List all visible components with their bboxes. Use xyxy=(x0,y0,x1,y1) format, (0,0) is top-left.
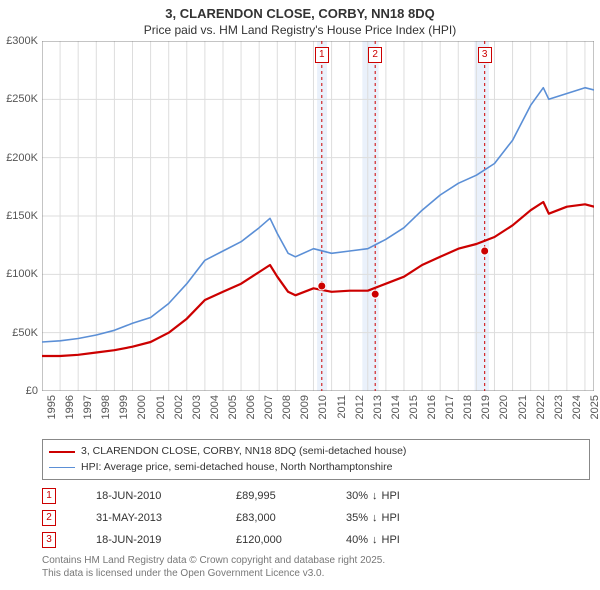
down-arrow-icon: ↓ xyxy=(372,490,378,502)
x-axis-tick: 2019 xyxy=(480,395,492,419)
legend-item: HPI: Average price, semi-detached house,… xyxy=(49,460,583,476)
x-axis-tick: 1998 xyxy=(100,395,112,419)
sale-price: £89,995 xyxy=(236,490,346,502)
sale-diff-suffix: HPI xyxy=(382,534,400,546)
sales-table: 1 18-JUN-2010£89,99530% ↓ HPI 2 31-MAY-2013£8… xyxy=(42,488,590,548)
x-axis-tick: 1995 xyxy=(46,395,58,419)
x-axis-tick: 1996 xyxy=(64,395,76,419)
x-axis-tick: 2025 xyxy=(589,395,600,419)
y-axis-tick: £50K xyxy=(0,327,38,339)
chart-container: 3, CLARENDON CLOSE, CORBY, NN18 8DQ Pric… xyxy=(0,0,600,590)
sale-diff: 30% ↓ HPI xyxy=(346,490,400,502)
x-axis-tick: 2021 xyxy=(517,395,529,419)
sale-diff-suffix: HPI xyxy=(382,512,400,524)
chart-svg xyxy=(42,41,594,391)
x-axis-tick: 2002 xyxy=(173,395,185,419)
x-axis-tick: 2003 xyxy=(191,395,203,419)
x-axis-tick: 2016 xyxy=(426,395,438,419)
legend-label: 3, CLARENDON CLOSE, CORBY, NN18 8DQ (sem… xyxy=(81,444,406,460)
x-axis-tick: 2012 xyxy=(354,395,366,419)
y-axis-tick: £200K xyxy=(0,152,38,164)
sale-diff: 40% ↓ HPI xyxy=(346,534,400,546)
x-axis-tick: 2001 xyxy=(155,395,167,419)
x-axis-tick: 2018 xyxy=(462,395,474,419)
y-axis-tick: £100K xyxy=(0,268,38,280)
y-axis-tick: £150K xyxy=(0,210,38,222)
x-axis-tick: 2017 xyxy=(444,395,456,419)
sale-index: 3 xyxy=(42,532,56,548)
sale-marker-label: 1 xyxy=(315,47,329,63)
x-axis-tick: 1997 xyxy=(82,395,94,419)
x-axis-tick: 2004 xyxy=(209,395,221,419)
legend-swatch xyxy=(49,451,75,453)
y-axis-tick: £300K xyxy=(0,35,38,47)
legend-label: HPI: Average price, semi-detached house,… xyxy=(81,460,392,476)
footer-attribution: Contains HM Land Registry data © Crown c… xyxy=(42,554,590,580)
sale-marker-label: 2 xyxy=(368,47,382,63)
sale-date: 18-JUN-2010 xyxy=(96,490,236,502)
chart-plot-area: £0£50K£100K£150K£200K£250K£300K199519961… xyxy=(42,41,594,391)
sale-index: 1 xyxy=(42,488,56,504)
legend-swatch xyxy=(49,467,75,468)
y-axis-tick: £250K xyxy=(0,93,38,105)
x-axis-tick: 2015 xyxy=(408,395,420,419)
x-axis-tick: 2014 xyxy=(390,395,402,419)
sale-date: 18-JUN-2019 xyxy=(96,534,236,546)
sale-index: 2 xyxy=(42,510,56,526)
sale-price: £120,000 xyxy=(236,534,346,546)
x-axis-tick: 2007 xyxy=(263,395,275,419)
x-axis-tick: 2011 xyxy=(336,395,348,419)
footer-line: Contains HM Land Registry data © Crown c… xyxy=(42,554,590,567)
x-axis-tick: 1999 xyxy=(118,395,130,419)
chart-subtitle: Price paid vs. HM Land Registry's House … xyxy=(0,23,600,41)
down-arrow-icon: ↓ xyxy=(372,534,378,546)
sale-marker-label: 3 xyxy=(478,47,492,63)
x-axis-tick: 2022 xyxy=(535,395,547,419)
y-axis-tick: £0 xyxy=(0,385,38,397)
x-axis-tick: 2006 xyxy=(245,395,257,419)
sale-diff-pct: 35% xyxy=(346,512,368,524)
sale-diff-suffix: HPI xyxy=(382,490,400,502)
sale-row: 1 18-JUN-2010£89,99530% ↓ HPI xyxy=(42,488,590,504)
x-axis-tick: 2008 xyxy=(281,395,293,419)
sale-row: 3 18-JUN-2019£120,00040% ↓ HPI xyxy=(42,532,590,548)
chart-title: 3, CLARENDON CLOSE, CORBY, NN18 8DQ xyxy=(0,0,600,23)
legend-item: 3, CLARENDON CLOSE, CORBY, NN18 8DQ (sem… xyxy=(49,444,583,460)
sale-diff-pct: 40% xyxy=(346,534,368,546)
footer-line: This data is licensed under the Open Gov… xyxy=(42,567,590,580)
x-axis-tick: 2024 xyxy=(571,395,583,419)
x-axis-tick: 2005 xyxy=(227,395,239,419)
down-arrow-icon: ↓ xyxy=(372,512,378,524)
x-axis-tick: 2013 xyxy=(372,395,384,419)
x-axis-tick: 2010 xyxy=(317,395,329,419)
x-axis-tick: 2009 xyxy=(299,395,311,419)
x-axis-tick: 2020 xyxy=(498,395,510,419)
sale-price: £83,000 xyxy=(236,512,346,524)
x-axis-tick: 2023 xyxy=(553,395,565,419)
sale-row: 2 31-MAY-2013£83,00035% ↓ HPI xyxy=(42,510,590,526)
sale-date: 31-MAY-2013 xyxy=(96,512,236,524)
sale-diff: 35% ↓ HPI xyxy=(346,512,400,524)
x-axis-tick: 2000 xyxy=(136,395,148,419)
sale-diff-pct: 30% xyxy=(346,490,368,502)
legend: 3, CLARENDON CLOSE, CORBY, NN18 8DQ (sem… xyxy=(42,439,590,481)
